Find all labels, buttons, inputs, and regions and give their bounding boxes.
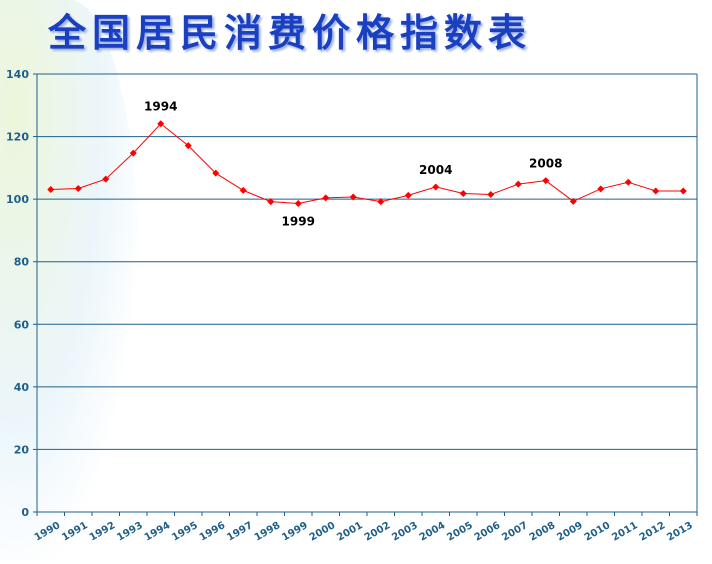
data-point — [74, 185, 82, 193]
data-point — [542, 177, 550, 185]
data-point — [212, 169, 220, 177]
x-tick-label: 2005 — [445, 520, 475, 543]
x-tick-label: 2013 — [665, 520, 695, 543]
y-tick-label: 120 — [6, 131, 29, 144]
data-point — [487, 190, 495, 198]
x-tick-label: 1993 — [115, 520, 145, 543]
x-tick-label: 1998 — [253, 520, 283, 543]
y-tick-label: 60 — [14, 318, 30, 331]
y-tick-label: 0 — [21, 506, 29, 519]
x-tick-label: 2006 — [473, 520, 503, 543]
data-point — [267, 198, 275, 206]
data-point — [624, 178, 632, 186]
x-tick-label: 1992 — [88, 520, 118, 543]
data-point — [129, 149, 137, 157]
series-line — [50, 123, 684, 205]
data-point — [349, 193, 357, 201]
x-tick-label: 2002 — [363, 520, 393, 543]
data-point — [239, 186, 247, 194]
line-chart: 0204060801001201401990199119921993199419… — [6, 68, 698, 544]
x-tick-label: 1991 — [60, 520, 90, 543]
x-tick-label: 2007 — [500, 520, 530, 543]
data-point — [47, 185, 55, 193]
annotation-label: 1994 — [144, 100, 177, 114]
y-tick-label: 80 — [14, 256, 30, 269]
data-point — [514, 180, 522, 188]
data-point — [679, 187, 687, 195]
x-tick-label: 2009 — [555, 520, 585, 543]
x-tick-label: 2000 — [308, 520, 338, 543]
data-point — [432, 183, 440, 191]
x-tick-label: 1997 — [225, 520, 255, 543]
data-point — [459, 190, 467, 198]
background-decoration — [0, 0, 140, 560]
page-title: 全国居民消费价格指数表 — [48, 10, 533, 55]
data-point — [322, 194, 330, 202]
annotation-label: 2004 — [419, 163, 452, 177]
data-point — [377, 198, 385, 206]
x-tick-label: 1996 — [198, 520, 228, 543]
data-point — [404, 191, 412, 199]
data-point — [569, 197, 577, 205]
y-tick-label: 20 — [14, 443, 30, 456]
x-tick-label: 2008 — [528, 520, 558, 543]
x-tick-label: 1999 — [280, 520, 310, 543]
x-tick-label: 2011 — [610, 520, 640, 543]
x-tick-label: 2012 — [638, 520, 668, 543]
x-tick-label: 2010 — [583, 520, 613, 543]
x-tick-label: 1994 — [143, 520, 173, 543]
x-tick-label: 2003 — [390, 520, 420, 543]
x-tick-label: 2004 — [418, 520, 448, 543]
data-point — [157, 120, 165, 128]
data-point — [652, 187, 660, 195]
data-point — [184, 142, 192, 150]
y-tick-label: 40 — [14, 381, 30, 394]
x-tick-label: 1995 — [170, 520, 200, 543]
x-tick-label: 2001 — [335, 520, 365, 543]
annotation-label: 1999 — [282, 215, 315, 229]
data-point — [294, 200, 302, 208]
annotation-label: 2008 — [529, 157, 562, 171]
y-tick-label: 140 — [6, 68, 29, 81]
data-point — [102, 175, 110, 183]
y-tick-label: 100 — [6, 193, 29, 206]
data-point — [597, 185, 605, 193]
x-tick-label: 1990 — [33, 520, 63, 543]
